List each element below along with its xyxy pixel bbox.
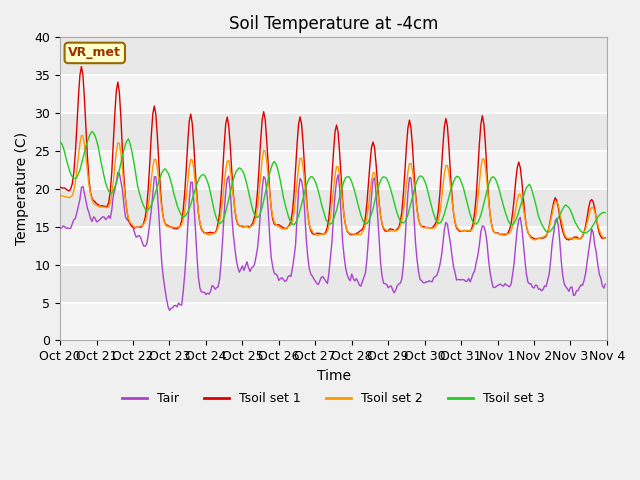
Bar (60, 151, 607, 189)
Y-axis label: Temperature (C): Temperature (C) (15, 132, 29, 245)
Title: Soil Temperature at -4cm: Soil Temperature at -4cm (229, 15, 438, 33)
Bar (60, 302, 607, 340)
X-axis label: Time: Time (317, 369, 351, 383)
Bar (60, 227, 607, 264)
Text: VR_met: VR_met (68, 47, 121, 60)
Legend: Tair, Tsoil set 1, Tsoil set 2, Tsoil set 3: Tair, Tsoil set 1, Tsoil set 2, Tsoil se… (117, 387, 550, 410)
Bar (60, 75, 607, 113)
